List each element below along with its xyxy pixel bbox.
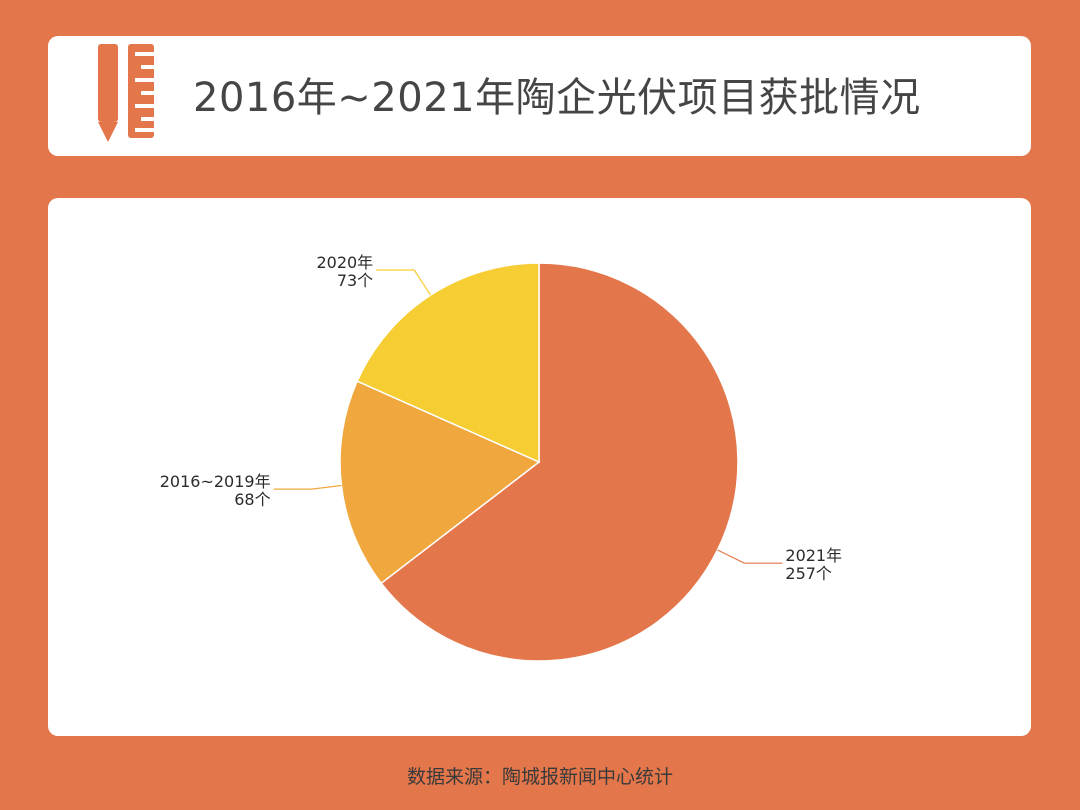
slice-label-2: 2016~2019年 [160,472,271,491]
slice-value-2: 68个 [234,490,270,509]
slice-value-3: 73个 [337,271,373,290]
leader-line-1 [717,549,783,564]
leader-line-2 [273,484,342,490]
slice-label-1: 2021年 [785,546,842,565]
slice-value-1: 257个 [785,564,832,583]
title-card: 2016年~2021年陶企光伏项目获批情况 [48,36,1031,156]
data-source-note: 数据来源：陶城报新闻中心统计 [406,766,673,788]
pie-slice-1 [380,262,739,662]
pencil-ruler-icon [98,44,154,142]
leader-line-3 [376,269,432,296]
chart-card: 2021年 257个 2016~2019年 68个 2020年 73个 [48,198,1031,736]
pie-slice-3 [356,262,540,464]
pie-slice-2 [339,380,541,585]
page-title: 2016年~2021年陶企光伏项目获批情况 [193,75,921,121]
slice-label-3: 2020年 [316,253,373,272]
